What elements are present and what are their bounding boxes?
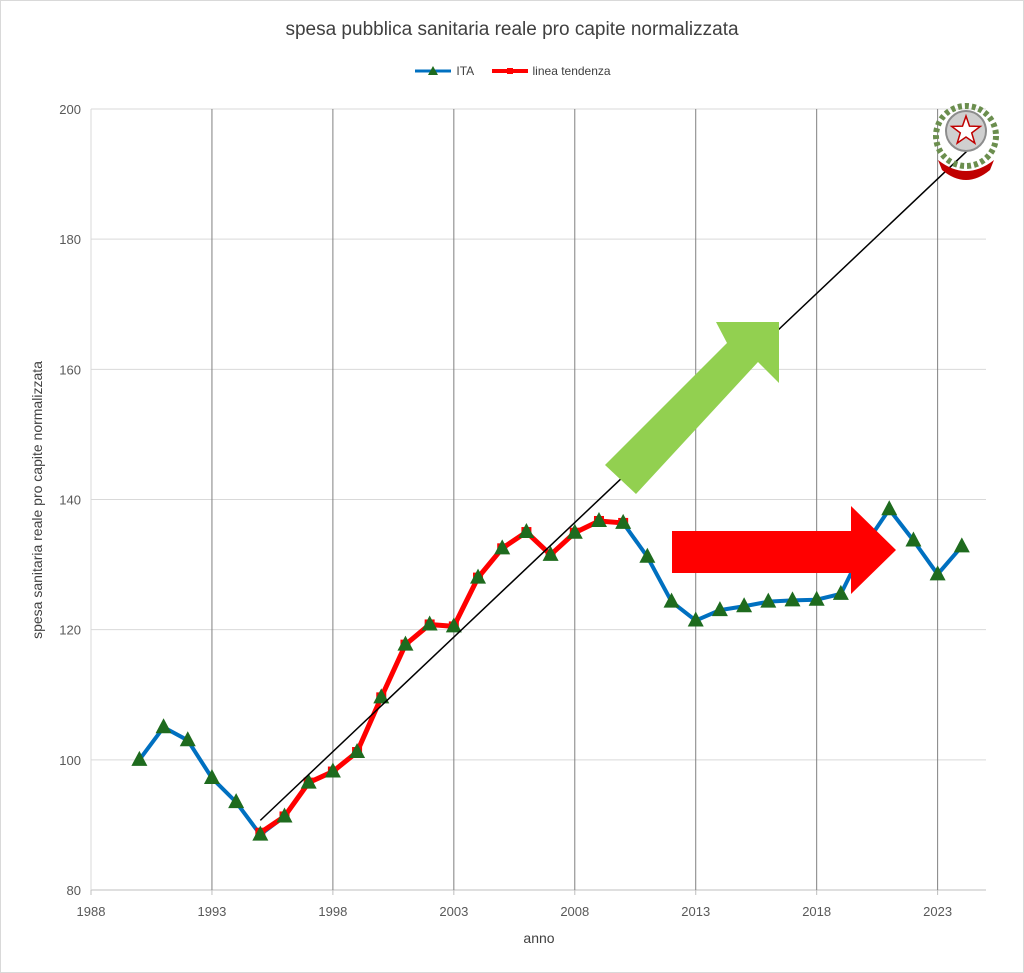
legend-swatch-trend bbox=[491, 68, 528, 74]
ita-point bbox=[155, 718, 172, 734]
x-tick-label: 2003 bbox=[439, 904, 468, 919]
y-tick-label: 200 bbox=[59, 102, 81, 117]
ita-point bbox=[687, 611, 704, 627]
y-tick-label: 160 bbox=[59, 362, 81, 377]
legend-label-trend: linea tendenza bbox=[532, 64, 611, 78]
legend-item-ita: ITA bbox=[413, 64, 474, 78]
ita-point bbox=[373, 688, 390, 704]
ita-point bbox=[131, 750, 148, 766]
ita-point bbox=[711, 601, 728, 617]
ita-point bbox=[881, 500, 898, 516]
x-tick-label: 1998 bbox=[318, 904, 347, 919]
red-arrow bbox=[672, 506, 896, 594]
ita-point bbox=[905, 531, 922, 547]
ita-point bbox=[760, 592, 777, 608]
ita-point bbox=[566, 523, 583, 539]
ita-point bbox=[300, 773, 317, 789]
ita-point bbox=[494, 539, 511, 555]
ita-point bbox=[639, 547, 656, 563]
x-tick-label: 1993 bbox=[197, 904, 226, 919]
ita-point bbox=[228, 793, 245, 809]
legend-swatch-ita bbox=[415, 66, 452, 75]
x-tick-label: 2013 bbox=[681, 904, 710, 919]
ita-point bbox=[542, 545, 559, 561]
y-tick-label: 180 bbox=[59, 232, 81, 247]
ita-point bbox=[832, 584, 849, 600]
ita-point bbox=[953, 537, 970, 553]
y-tick-label: 100 bbox=[59, 753, 81, 768]
ita-point bbox=[808, 590, 825, 606]
ita-point bbox=[276, 807, 293, 823]
ita-point bbox=[615, 513, 632, 529]
ita-point bbox=[349, 743, 366, 759]
ita-point bbox=[784, 591, 801, 607]
ita-point bbox=[590, 511, 607, 527]
ita-point bbox=[179, 731, 196, 747]
x-tick-label: 2008 bbox=[560, 904, 589, 919]
legend-label-ita: ITA bbox=[456, 64, 475, 78]
y-tick-label: 120 bbox=[59, 623, 81, 638]
chart-title: spesa pubblica sanitaria reale pro capit… bbox=[285, 19, 739, 40]
ita-point bbox=[736, 597, 753, 613]
green-arrow bbox=[605, 322, 779, 494]
x-tick-label: 1988 bbox=[77, 904, 106, 919]
ita-point bbox=[518, 523, 535, 539]
emblem-star bbox=[949, 113, 983, 145]
ita-point bbox=[203, 769, 220, 785]
x-axis-label: anno bbox=[523, 930, 555, 946]
ita-point bbox=[470, 568, 487, 584]
ita-point bbox=[252, 825, 269, 841]
ita-point bbox=[421, 615, 438, 631]
ita-point bbox=[663, 592, 680, 608]
ita-point bbox=[445, 617, 462, 633]
y-tick-label: 80 bbox=[67, 883, 81, 898]
ita-point bbox=[324, 762, 341, 778]
series-line-trend bbox=[258, 518, 624, 835]
emblem-ribbon bbox=[938, 160, 994, 180]
legend: ITA linea tendenza bbox=[0, 64, 1024, 80]
legend-item-trend: linea tendenza bbox=[490, 64, 611, 78]
emblem-wreath bbox=[933, 103, 999, 169]
y-tick-label: 140 bbox=[59, 493, 81, 508]
x-tick-label: 2023 bbox=[923, 904, 952, 919]
x-tick-label: 2018 bbox=[802, 904, 831, 919]
ita-point bbox=[397, 635, 414, 651]
emblem-repubblica-italiana bbox=[933, 103, 999, 180]
ita-point bbox=[929, 565, 946, 581]
